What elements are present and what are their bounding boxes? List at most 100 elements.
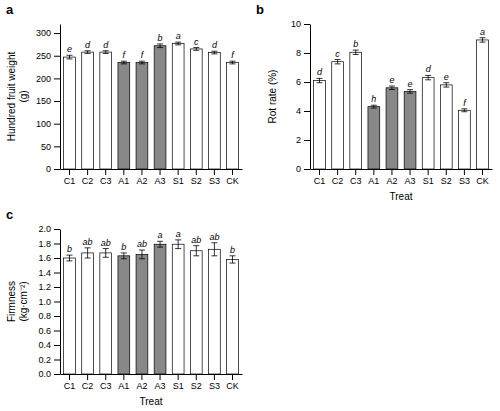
y-tick: 2.0 (38, 224, 60, 234)
bar (422, 78, 434, 169)
annotation: d (317, 67, 323, 77)
y-tick-mark (54, 287, 60, 288)
y-axis: 0.00.20.40.60.81.01.21.41.61.82.0 (38, 224, 60, 379)
error-bar (193, 48, 199, 51)
annotations: eddffbacdf (67, 31, 235, 60)
x-tick-mark (446, 169, 447, 175)
annotation: h (371, 94, 376, 104)
bar (118, 63, 130, 169)
bar (100, 253, 112, 374)
error-bar (443, 83, 449, 87)
x-tick-label: A1 (118, 381, 129, 391)
x-tick-mark (178, 169, 179, 175)
y-tick-label: 50 (41, 142, 51, 152)
annotation: c (335, 49, 340, 59)
y-tick-mark (54, 169, 60, 170)
y-tick-mark (304, 24, 310, 25)
error-bar (85, 51, 91, 54)
annotation: a (176, 229, 181, 239)
y-tick-label: 10 (291, 19, 301, 29)
y-axis-line (310, 25, 311, 170)
y-tick: 200 (36, 74, 60, 84)
y-tick-mark (54, 302, 60, 303)
x-tick: A1 (118, 374, 129, 391)
annotations: bababbabaaababb (67, 229, 235, 255)
x-tick-mark (196, 169, 197, 175)
x-tick: A3 (405, 169, 416, 186)
error-bar (479, 38, 485, 42)
y-tick-mark (54, 229, 60, 230)
y-tick: 0 (46, 164, 60, 174)
y-tick-mark (304, 140, 310, 141)
y-tick-label: 1.2 (38, 282, 51, 292)
bar (190, 49, 202, 169)
x-tick: C2 (82, 374, 94, 391)
x-axis-title: Treat (390, 191, 413, 202)
x-tick-mark (87, 374, 88, 380)
y-tick-mark (54, 316, 60, 317)
error-bar (175, 240, 181, 249)
x-tick-mark (410, 169, 411, 175)
annotation: ab (137, 239, 147, 249)
x-tick-label: A2 (136, 176, 147, 186)
x-tick-label: A3 (155, 381, 166, 391)
bar (172, 43, 184, 169)
y-tick-label: 1.8 (38, 239, 51, 249)
plot-area (314, 38, 489, 169)
y-tick-label: 1.6 (38, 253, 51, 263)
y-tick-label: 6 (296, 77, 301, 87)
annotation: ab (191, 235, 201, 245)
error-bar (425, 75, 431, 79)
y-tick: 4 (296, 106, 310, 116)
annotation: a (480, 27, 485, 37)
annotation: e (408, 79, 413, 89)
bar (314, 81, 326, 169)
x-tick-label: S2 (441, 176, 452, 186)
y-tick-mark (304, 169, 310, 170)
x-tick-mark (319, 169, 320, 175)
error-bar (371, 105, 377, 108)
y-axis: 050100150200250300 (36, 25, 61, 175)
panel-title: c (6, 207, 13, 222)
x-tick-label: A2 (136, 381, 147, 391)
error-bar (353, 50, 359, 54)
bar (350, 52, 362, 169)
y-tick-mark (54, 101, 60, 102)
x-tick-label: S2 (191, 176, 202, 186)
y-tick-mark (54, 258, 60, 259)
x-tick-label: CK (226, 176, 239, 186)
x-tick-label: S3 (459, 176, 470, 186)
x-tick: A2 (386, 169, 397, 186)
x-tick-mark (373, 169, 374, 175)
annotation: b (158, 33, 163, 43)
x-tick-mark (123, 169, 124, 175)
y-axis-line (60, 25, 61, 170)
bar (82, 253, 94, 374)
x-axis-title: Treat (140, 396, 163, 407)
y-tick: 8 (296, 48, 310, 58)
x-tick-mark (141, 374, 142, 380)
y-tick-label: 250 (36, 51, 51, 61)
x-tick-label: S3 (209, 381, 220, 391)
annotation: e (67, 44, 72, 54)
bar (136, 254, 148, 374)
x-tick: C3 (350, 169, 362, 186)
y-tick-mark (54, 78, 60, 79)
x-tick-label: C2 (332, 176, 344, 186)
x-tick: A3 (155, 374, 166, 391)
bar (64, 258, 76, 374)
y-tick-mark (54, 124, 60, 125)
y-tick-label: 300 (36, 28, 51, 38)
x-tick-mark (160, 374, 161, 380)
x-tick-label: C1 (314, 176, 326, 186)
bar (458, 110, 470, 169)
x-tick-label: S1 (423, 176, 434, 186)
y-tick: 1.6 (38, 253, 60, 263)
error-bar (175, 42, 181, 45)
bar (368, 107, 380, 169)
x-tick-mark (105, 169, 106, 175)
x-tick-mark (232, 169, 233, 175)
y-axis: 0246810 (291, 19, 311, 174)
y-tick-label: 2.0 (38, 224, 51, 234)
annotation: f (463, 98, 467, 108)
